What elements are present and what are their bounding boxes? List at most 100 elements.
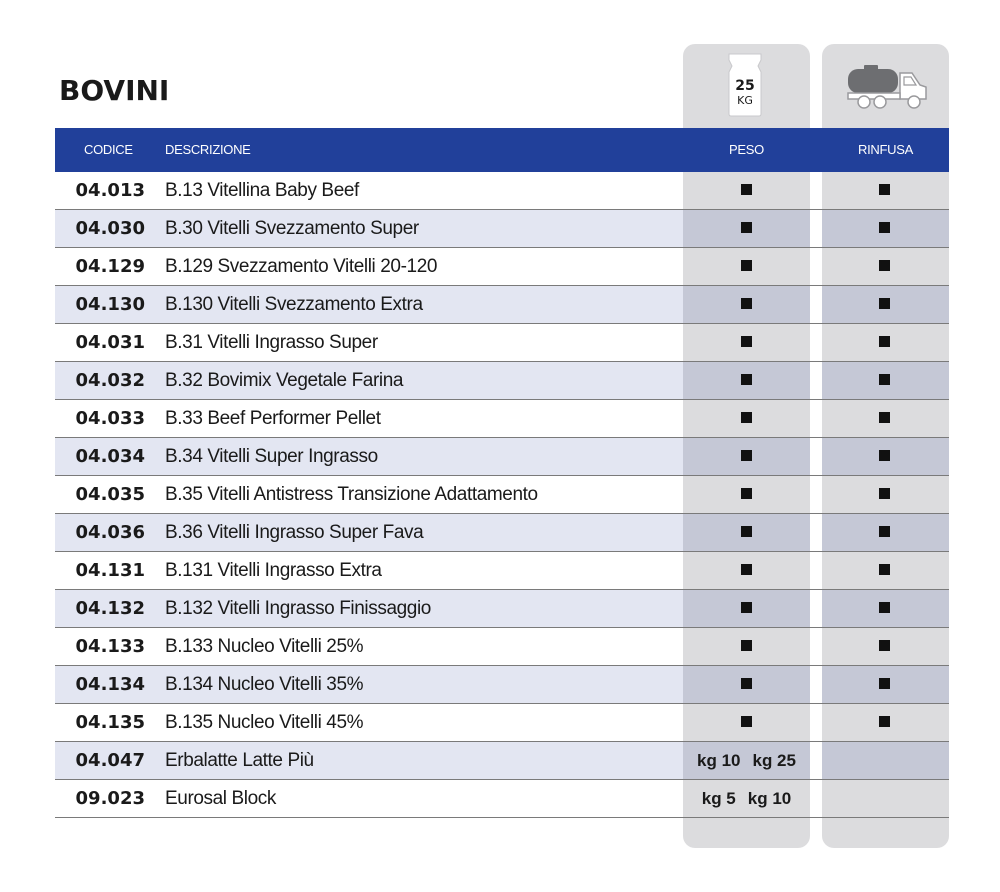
rinfusa-available-mark xyxy=(879,222,890,233)
page-title: BOVINI xyxy=(59,74,170,107)
table-row: 04.033 B.33 Beef Performer Pellet xyxy=(55,400,949,438)
row-band xyxy=(55,628,683,665)
product-description: B.33 Beef Performer Pellet xyxy=(165,408,381,429)
peso-available-mark xyxy=(741,564,752,575)
row-band xyxy=(55,590,683,627)
product-description: B.35 Vitelli Antistress Transizione Adat… xyxy=(165,484,538,505)
product-code: 04.047 xyxy=(75,750,145,771)
product-code: 04.134 xyxy=(75,674,145,695)
peso-available-mark xyxy=(741,526,752,537)
rinfusa-available-mark xyxy=(879,260,890,271)
table-row: 04.129 B.129 Svezzamento Vitelli 20-120 xyxy=(55,248,949,286)
product-description: B.13 Vitellina Baby Beef xyxy=(165,180,359,201)
product-description: B.133 Nucleo Vitelli 25% xyxy=(165,636,364,657)
row-band xyxy=(55,362,683,399)
row-band xyxy=(55,286,683,323)
table-row: 04.130 B.130 Vitelli Svezzamento Extra xyxy=(55,286,949,324)
table-row: 04.131 B.131 Vitelli Ingrasso Extra xyxy=(55,552,949,590)
table-row: 04.132 B.132 Vitelli Ingrasso Finissaggio xyxy=(55,590,949,628)
product-description: B.130 Vitelli Svezzamento Extra xyxy=(165,294,423,315)
product-description: B.129 Svezzamento Vitelli 20-120 xyxy=(165,256,438,277)
product-code: 04.129 xyxy=(75,256,145,277)
product-description: B.132 Vitelli Ingrasso Finissaggio xyxy=(165,598,431,619)
tanker-truck-icon xyxy=(847,65,927,109)
rinfusa-available-mark xyxy=(879,526,890,537)
table-row: 04.135 B.135 Nucleo Vitelli 45% xyxy=(55,704,949,742)
peso-available-mark xyxy=(741,336,752,347)
header-code: CODICE xyxy=(84,142,133,157)
product-code: 04.033 xyxy=(75,408,145,429)
row-band xyxy=(822,780,949,817)
header-description: DESCRIZIONE xyxy=(165,142,251,157)
row-band xyxy=(55,704,683,741)
product-code: 04.034 xyxy=(75,446,145,467)
peso-available-mark xyxy=(741,640,752,651)
peso-available-mark xyxy=(741,602,752,613)
rinfusa-available-mark xyxy=(879,564,890,575)
peso-size-label: kg 5 xyxy=(701,789,736,808)
peso-size-label: kg 10 xyxy=(747,789,792,808)
product-code: 04.032 xyxy=(75,370,145,391)
product-code: 04.133 xyxy=(75,636,145,657)
table-header: CODICE DESCRIZIONE PESO RINFUSA xyxy=(55,128,949,172)
rinfusa-available-mark xyxy=(879,716,890,727)
peso-available-mark xyxy=(741,412,752,423)
product-description: B.30 Vitelli Svezzamento Super xyxy=(165,218,419,239)
product-code: 04.135 xyxy=(75,712,145,733)
rinfusa-available-mark xyxy=(879,374,890,385)
row-band xyxy=(683,742,810,779)
product-code: 04.013 xyxy=(75,180,145,201)
product-description: B.32 Bovimix Vegetale Farina xyxy=(165,370,404,391)
peso-available-mark xyxy=(741,678,752,689)
peso-available-mark xyxy=(741,298,752,309)
peso-size-label: kg 25 xyxy=(752,751,796,770)
table-row: 09.023 Eurosal Block kg 5 kg 10 xyxy=(55,780,949,818)
product-code: 04.132 xyxy=(75,598,145,619)
rinfusa-available-mark xyxy=(879,184,890,195)
row-band xyxy=(55,210,683,247)
bag-25kg-icon xyxy=(728,53,762,117)
peso-available-mark xyxy=(741,374,752,385)
bag-weight-unit: KG xyxy=(737,94,753,107)
peso-available-mark xyxy=(741,450,752,461)
product-description: B.31 Vitelli Ingrasso Super xyxy=(165,332,378,353)
product-description: Erbalatte Latte Più xyxy=(165,750,314,771)
table-row: 04.035 B.35 Vitelli Antistress Transizion… xyxy=(55,476,949,514)
peso-available-mark xyxy=(741,222,752,233)
peso-available-mark xyxy=(741,184,752,195)
peso-sizes: kg 10 kg 25 xyxy=(683,742,810,779)
product-description: B.36 Vitelli Ingrasso Super Fava xyxy=(165,522,424,543)
table-row: 04.032 B.32 Bovimix Vegetale Farina xyxy=(55,362,949,400)
table-row: 04.134 B.134 Nucleo Vitelli 35% xyxy=(55,666,949,704)
table-row: 04.034 B.34 Vitelli Super Ingrasso xyxy=(55,438,949,476)
peso-available-mark xyxy=(741,488,752,499)
row-band xyxy=(55,438,683,475)
table-row: 04.036 B.36 Vitelli Ingrasso Super Fava xyxy=(55,514,949,552)
table-row: 04.031 B.31 Vitelli Ingrasso Super xyxy=(55,324,949,362)
product-code: 09.023 xyxy=(75,788,145,809)
product-description: B.134 Nucleo Vitelli 35% xyxy=(165,674,364,695)
rinfusa-available-mark xyxy=(879,336,890,347)
rinfusa-available-mark xyxy=(879,678,890,689)
row-band xyxy=(55,742,683,779)
row-band xyxy=(55,172,683,209)
rinfusa-available-mark xyxy=(879,640,890,651)
rinfusa-available-mark xyxy=(879,450,890,461)
peso-size-label: kg 10 xyxy=(697,751,741,770)
header-bulk: RINFUSA xyxy=(858,142,913,157)
peso-sizes: kg 5 kg 10 xyxy=(683,780,810,817)
product-code: 04.130 xyxy=(75,294,145,315)
rinfusa-available-mark xyxy=(879,298,890,309)
product-code: 04.036 xyxy=(75,522,145,543)
rinfusa-available-mark xyxy=(879,412,890,423)
product-description: B.34 Vitelli Super Ingrasso xyxy=(165,446,378,467)
header-weight: PESO xyxy=(729,142,764,157)
peso-available-mark xyxy=(741,260,752,271)
rinfusa-available-mark xyxy=(879,488,890,499)
product-code: 04.030 xyxy=(75,218,145,239)
product-code: 04.035 xyxy=(75,484,145,505)
table-row: 04.013 B.13 Vitellina Baby Beef xyxy=(55,172,949,210)
product-description: B.135 Nucleo Vitelli 45% xyxy=(165,712,364,733)
peso-available-mark xyxy=(741,716,752,727)
product-code: 04.031 xyxy=(75,332,145,353)
